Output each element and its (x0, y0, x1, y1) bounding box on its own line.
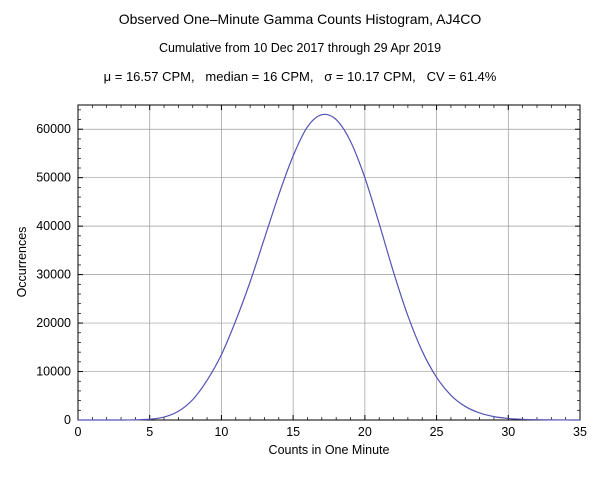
y-tick-label: 60000 (36, 122, 71, 136)
chart-title: Observed One–Minute Gamma Counts Histogr… (118, 11, 482, 27)
y-tick-label: 0 (64, 413, 71, 427)
y-tick-label: 40000 (36, 219, 71, 233)
x-tick-label: 30 (501, 425, 515, 439)
plot-frame (77, 104, 581, 421)
y-axis-label: Occurrences (15, 226, 29, 298)
data-curve (77, 113, 581, 421)
chart-stats-line: μ = 16.57 CPM, median = 16 CPM, σ = 10.1… (103, 69, 497, 84)
x-tick-label: 0 (75, 425, 82, 439)
x-tick-label: 10 (214, 425, 228, 439)
x-tick-label: 25 (430, 425, 444, 439)
y-tick-label: 50000 (36, 171, 71, 185)
chart-subtitle: Cumulative from 10 Dec 2017 through 29 A… (158, 41, 442, 55)
x-tick-label: 5 (146, 425, 153, 439)
x-tick-label: 20 (358, 425, 372, 439)
y-tick-label: 30000 (36, 268, 71, 282)
x-axis-label: Counts in One Minute (268, 443, 390, 457)
x-tick-label: 35 (573, 425, 587, 439)
x-tick-label: 15 (286, 425, 300, 439)
y-tick-label: 20000 (36, 316, 71, 330)
y-tick-label: 10000 (36, 365, 71, 379)
